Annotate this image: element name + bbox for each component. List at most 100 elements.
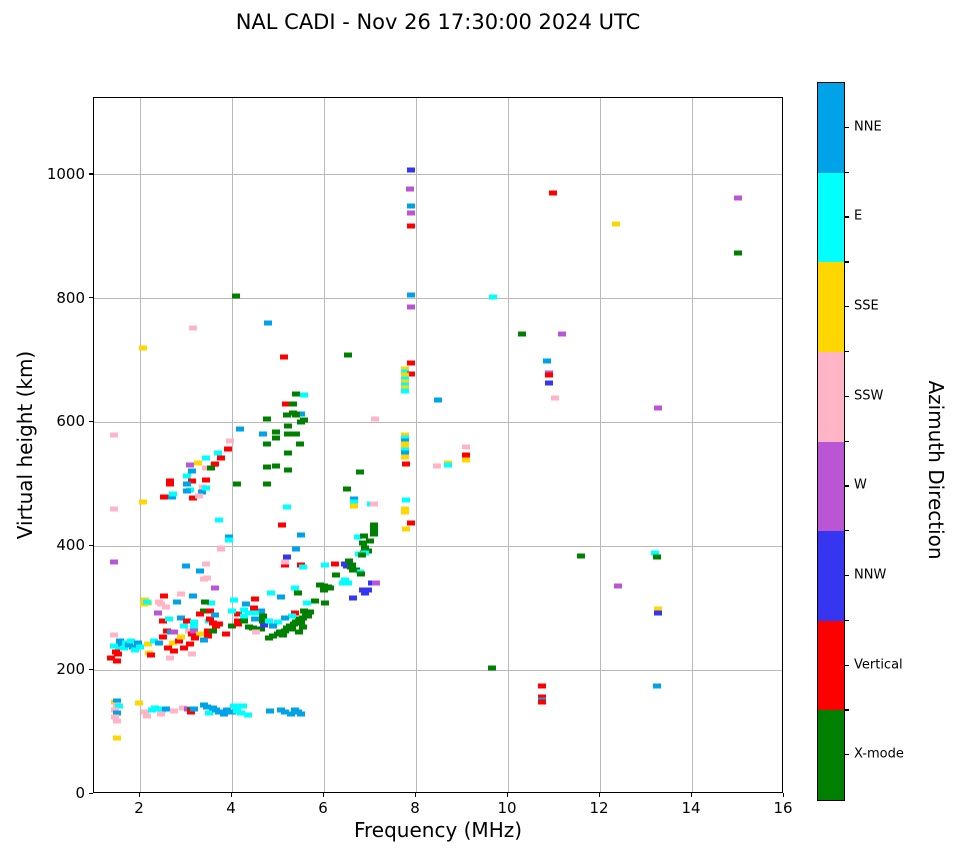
data-point [187,651,196,657]
x-tick [506,793,508,797]
data-point [734,195,742,201]
data-point [200,576,209,582]
data-point [652,683,661,689]
data-point [168,640,177,646]
data-point [306,609,315,615]
data-point [366,538,374,544]
data-point [292,431,301,437]
data-point [280,709,289,715]
grid-line-x [507,98,509,792]
data-point [202,561,211,567]
data-point [166,655,175,661]
data-point [206,616,215,622]
data-point [256,626,265,632]
data-point [182,563,190,569]
y-tick [89,544,93,547]
colorbar-boundary-tick [845,709,849,711]
colorbar-boundary-tick [845,440,849,442]
data-point [274,619,282,625]
data-point [734,250,742,256]
data-point [549,190,558,196]
y-tick [89,173,93,175]
colorbar-segment-label: NNE [854,119,882,135]
data-point [290,585,299,591]
data-point [406,223,415,229]
data-point [198,489,207,495]
data-point [400,435,409,441]
data-point [538,694,547,700]
data-point [264,635,273,641]
data-point [189,628,198,634]
data-point [462,452,471,458]
chart-title: NAL CADI - Nov 26 17:30:00 2024 UTC [235,10,641,34]
data-point [406,292,415,298]
data-point [146,652,155,658]
data-point [287,626,296,632]
x-tick-label: 16 [773,799,793,817]
data-point [321,562,330,568]
colorbar-segment [818,83,844,173]
data-point [195,611,204,617]
data-point [269,633,278,639]
data-point [297,532,306,538]
data-point [233,611,242,617]
data-point [259,431,268,437]
data-point [107,655,116,661]
data-point [110,432,119,438]
data-point [189,619,198,625]
data-point [350,499,359,505]
data-point [203,633,212,639]
grid-line-y [94,421,782,423]
data-point [191,635,200,641]
data-point [343,486,351,492]
colorbar-segment-label: SSE [854,298,879,314]
data-point [114,703,123,709]
data-point [224,446,233,452]
data-point [149,638,158,644]
data-point [136,644,144,650]
data-point [614,583,623,589]
data-point [222,631,231,637]
data-point [542,358,551,364]
data-point [238,703,247,709]
data-point [228,608,237,614]
data-point [111,714,120,720]
data-point [142,599,151,605]
y-tick [89,668,93,670]
plot-area [93,97,783,793]
data-point [135,700,144,706]
colorbar-tick [845,216,849,218]
data-point [299,624,308,630]
data-point [187,478,196,484]
y-tick-label: 600 [56,412,85,431]
data-point [277,522,286,528]
data-point [113,710,122,716]
data-point [202,704,211,710]
data-point [288,401,297,407]
data-point [263,441,272,447]
data-point [202,455,211,461]
data-point [156,711,165,717]
x-tick-label: 4 [226,799,236,817]
data-point [233,621,242,627]
data-point [400,454,409,460]
data-point [200,637,209,643]
data-point [369,522,378,528]
data-point [271,463,280,469]
data-point [339,580,348,586]
data-point [356,571,365,577]
data-point [263,481,272,487]
data-point [119,645,128,651]
data-point [331,561,340,567]
data-point [178,705,187,711]
data-point [215,709,224,715]
data-point [126,638,135,644]
data-point [161,604,170,610]
data-point [294,629,303,635]
data-point [538,683,547,689]
data-point [299,417,308,423]
data-point [277,594,286,600]
data-point [407,371,416,377]
data-point [208,628,217,634]
data-point [177,615,186,621]
